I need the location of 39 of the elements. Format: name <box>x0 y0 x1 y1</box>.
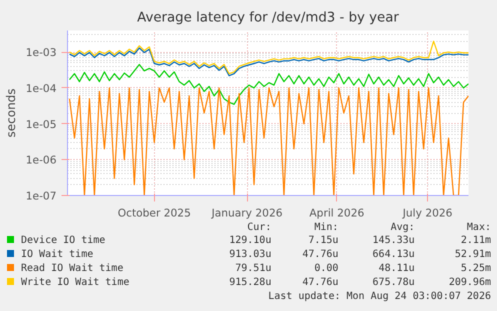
text: 664.13u <box>372 248 415 262</box>
y-tick-label: 1e-07 <box>26 190 57 202</box>
legend-label: Read IO Wait time <box>20 262 124 276</box>
text: 145.33u <box>372 234 415 248</box>
text: 129.10u <box>228 234 272 248</box>
x-tick-label: July 2026 <box>402 206 453 220</box>
text: 5.25m <box>460 262 491 276</box>
text: 209.96m <box>448 276 491 290</box>
line-series <box>68 40 468 74</box>
legend-label: IO Wait time <box>20 248 94 262</box>
text: Max: <box>466 222 491 234</box>
text: Last update: Mon Aug 24 03:00:07 2026 <box>267 290 491 304</box>
line-series <box>68 47 468 76</box>
y-tick-label: 1e-03 <box>26 46 57 60</box>
text: 0.00 <box>313 262 338 276</box>
y-tick-label: 1e-06 <box>26 154 57 167</box>
x-tick-label: April 2026 <box>309 206 364 220</box>
text: 913.03u <box>228 248 272 262</box>
text: Avg: <box>390 222 415 234</box>
text: 675.78u <box>372 276 415 290</box>
legend-label: Write IO Wait time <box>20 276 130 290</box>
text: 2.11m <box>460 234 491 248</box>
text: 48.11u <box>378 262 415 276</box>
line-series <box>68 64 468 105</box>
legend-label: Device IO time <box>20 234 106 248</box>
text: Cur: <box>246 222 272 234</box>
text: 52.91m <box>454 248 491 262</box>
text: 79.51u <box>234 262 272 276</box>
text: 47.76u <box>301 276 338 290</box>
text: Min: <box>313 222 338 234</box>
y-tick-label: 1e-04 <box>26 82 57 95</box>
chart-title: Average latency for /dev/md3 - by year <box>137 10 400 26</box>
text: 47.76u <box>301 248 338 262</box>
text: 915.28u <box>228 276 272 290</box>
x-tick-label: October 2025 <box>118 206 191 220</box>
text: 7.15u <box>307 234 338 248</box>
y-tick-label: 1e-05 <box>26 118 57 131</box>
y-axis-title: seconds <box>4 88 18 138</box>
x-tick-label: January 2026 <box>210 206 283 220</box>
